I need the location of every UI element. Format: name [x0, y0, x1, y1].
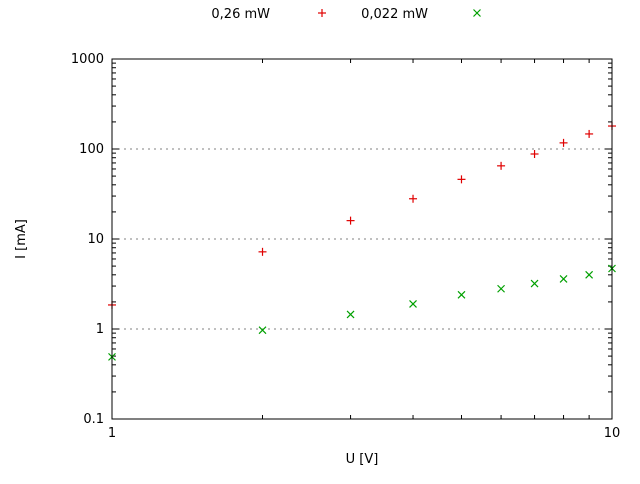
- data-point: [497, 284, 505, 293]
- data-point: [409, 299, 417, 308]
- x-tick-label: 10: [604, 426, 621, 441]
- legend-label-series2: 0,022 mW: [361, 7, 428, 22]
- y-tick-label: 100: [79, 142, 104, 157]
- legend-plus-marker-icon: [318, 9, 326, 17]
- data-point: [497, 161, 506, 170]
- gridlines: [112, 148, 612, 330]
- y-tick-label: 1: [96, 322, 104, 337]
- data-point: [585, 129, 594, 138]
- legend-cross-marker-icon: [473, 9, 481, 17]
- y-tick-label: 1000: [71, 52, 104, 67]
- legend-label-series1: 0,26 mW: [211, 7, 270, 22]
- axis-tick-labels: 1 10 0.1 1 10 100 1000: [71, 52, 620, 441]
- data-point: [258, 247, 267, 256]
- data-point: [559, 138, 568, 147]
- y-axis-label: I [mA]: [14, 219, 29, 259]
- data-point: [530, 149, 539, 158]
- data-point: [346, 216, 355, 225]
- y-tick-label: 0.1: [83, 412, 104, 427]
- x-axis-label: U [V]: [346, 452, 379, 467]
- data-point: [457, 175, 466, 184]
- data-point: [457, 290, 466, 299]
- legend-cross-sample: [473, 9, 481, 17]
- axis-ticks: [111, 58, 613, 420]
- data-point: [530, 279, 539, 288]
- legend-plus-sample: [318, 9, 326, 17]
- plot-border: [111, 58, 613, 420]
- x-tick-label: 1: [108, 426, 116, 441]
- legend: 0,26 mW 0,022 mW: [211, 7, 481, 22]
- data-points: [108, 122, 616, 361]
- data-point: [559, 275, 568, 283]
- data-point: [409, 194, 418, 203]
- data-point: [258, 326, 267, 335]
- y-tick-label: 10: [87, 232, 104, 247]
- data-point: [346, 310, 355, 319]
- data-point: [585, 270, 594, 279]
